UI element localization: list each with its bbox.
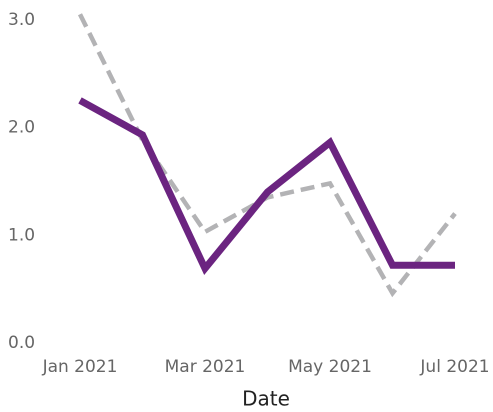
y-tick-label: 0.0 [8,333,35,353]
y-tick-label: 3.0 [8,10,35,30]
x-tick-label: Jul 2021 [419,357,489,377]
y-tick-label: 2.0 [8,118,35,138]
series-line [77,13,457,298]
x-axis-title: Date [242,387,290,411]
y-tick-label: 1.0 [8,225,35,245]
x-tick-label: May 2021 [288,357,372,377]
x-tick-label: Jan 2021 [42,357,118,377]
x-tick-label: Mar 2021 [165,357,246,377]
series-line [78,97,455,276]
